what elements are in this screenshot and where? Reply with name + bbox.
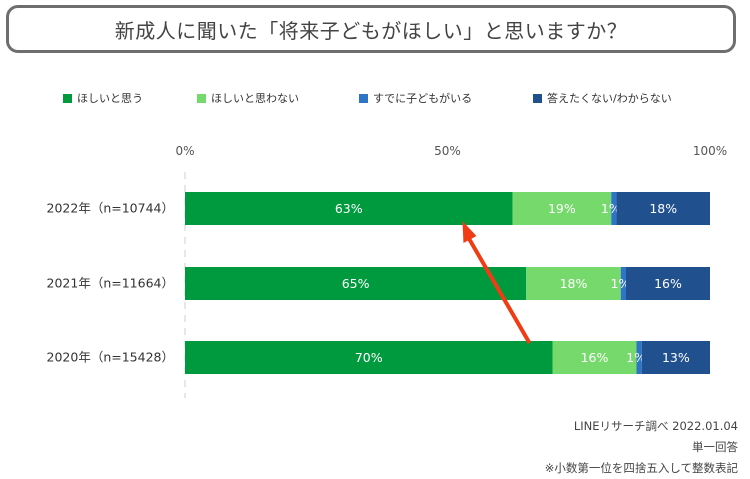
bar-segment <box>616 192 710 225</box>
x-tick-label: 0% <box>175 144 194 158</box>
bar-segment <box>185 267 527 300</box>
bar-segment <box>526 267 621 300</box>
data-label: 18% <box>560 276 588 291</box>
legend-item-want: ほしいと思う <box>63 90 143 106</box>
category-label: 2020年（n=15428） <box>47 350 174 365</box>
data-label: 65% <box>342 276 370 291</box>
category-label: 2022年（n=10744） <box>47 201 174 216</box>
bar-segment <box>185 341 553 374</box>
rounding-note: ※小数第一位を四捨五入して整数表記 <box>544 461 738 475</box>
data-label: 1% <box>626 350 646 365</box>
data-label: 16% <box>654 276 682 291</box>
data-label: 70% <box>355 350 383 365</box>
legend-label-want: ほしいと思う <box>77 92 143 105</box>
trend-arrow-head <box>462 221 477 243</box>
legend-item-not-want: ほしいと思わない <box>197 90 299 106</box>
data-label: 19% <box>548 201 576 216</box>
legend-swatch-already-have <box>359 93 368 103</box>
data-label: 1% <box>601 201 621 216</box>
x-tick-label: 50% <box>434 144 461 158</box>
legend-label-not-want: ほしいと思わない <box>211 92 299 105</box>
legend-swatch-no-answer <box>533 93 542 103</box>
stacked-bar-chart: 0% 50% 100% 2022年（n=10744） 2021年（n=11664） 202… <box>47 144 727 398</box>
source-notes: LINEリサーチ調べ 2022.01.04 単一回答 ※小数第一位を四捨五入して… <box>545 416 738 479</box>
legend: ほしいと思う ほしいと思わない すでに子どもがいる 答えたくない/わからない <box>0 90 750 106</box>
bar-segment <box>611 192 617 225</box>
legend-swatch-not-want <box>197 93 206 103</box>
bar-segment <box>626 267 710 300</box>
legend-swatch-want <box>63 93 72 103</box>
data-label: 13% <box>662 350 690 365</box>
answer-type-note: 単一回答 <box>692 440 738 454</box>
bar-segment <box>552 341 637 374</box>
chart-title: 新成人に聞いた「将来子どもがほしい」と思いますか？ <box>6 5 736 53</box>
bar-segment <box>185 192 513 225</box>
bar-segment <box>636 341 642 374</box>
category-label: 2021年（n=11664） <box>47 276 174 291</box>
data-label: 18% <box>649 201 677 216</box>
x-tick-label: 100% <box>693 144 727 158</box>
data-label: 63% <box>335 201 363 216</box>
trend-arrow-shaft <box>465 234 532 345</box>
legend-label-no-answer: 答えたくない/わからない <box>547 92 672 105</box>
source-note: LINEリサーチ調べ 2022.01.04 <box>573 419 738 433</box>
bar-segment <box>620 267 626 300</box>
data-label: 1% <box>610 276 630 291</box>
bar-segment <box>641 341 710 374</box>
bar-segment <box>512 192 612 225</box>
legend-item-no-answer: 答えたくない/わからない <box>533 90 672 106</box>
data-label: 16% <box>581 350 609 365</box>
legend-item-already-have: すでに子どもがいる <box>359 90 472 106</box>
legend-label-already-have: すでに子どもがいる <box>373 92 473 105</box>
